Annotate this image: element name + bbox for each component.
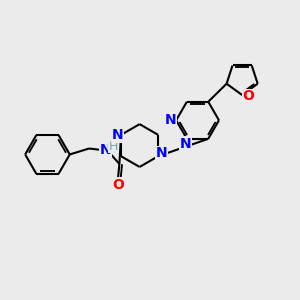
Text: N: N [156,146,167,160]
Text: O: O [243,89,255,103]
Text: N: N [100,143,111,157]
Text: H: H [109,140,118,153]
Text: N: N [112,128,123,142]
Text: N: N [165,113,177,127]
Text: N: N [180,137,191,151]
Text: O: O [112,178,124,192]
